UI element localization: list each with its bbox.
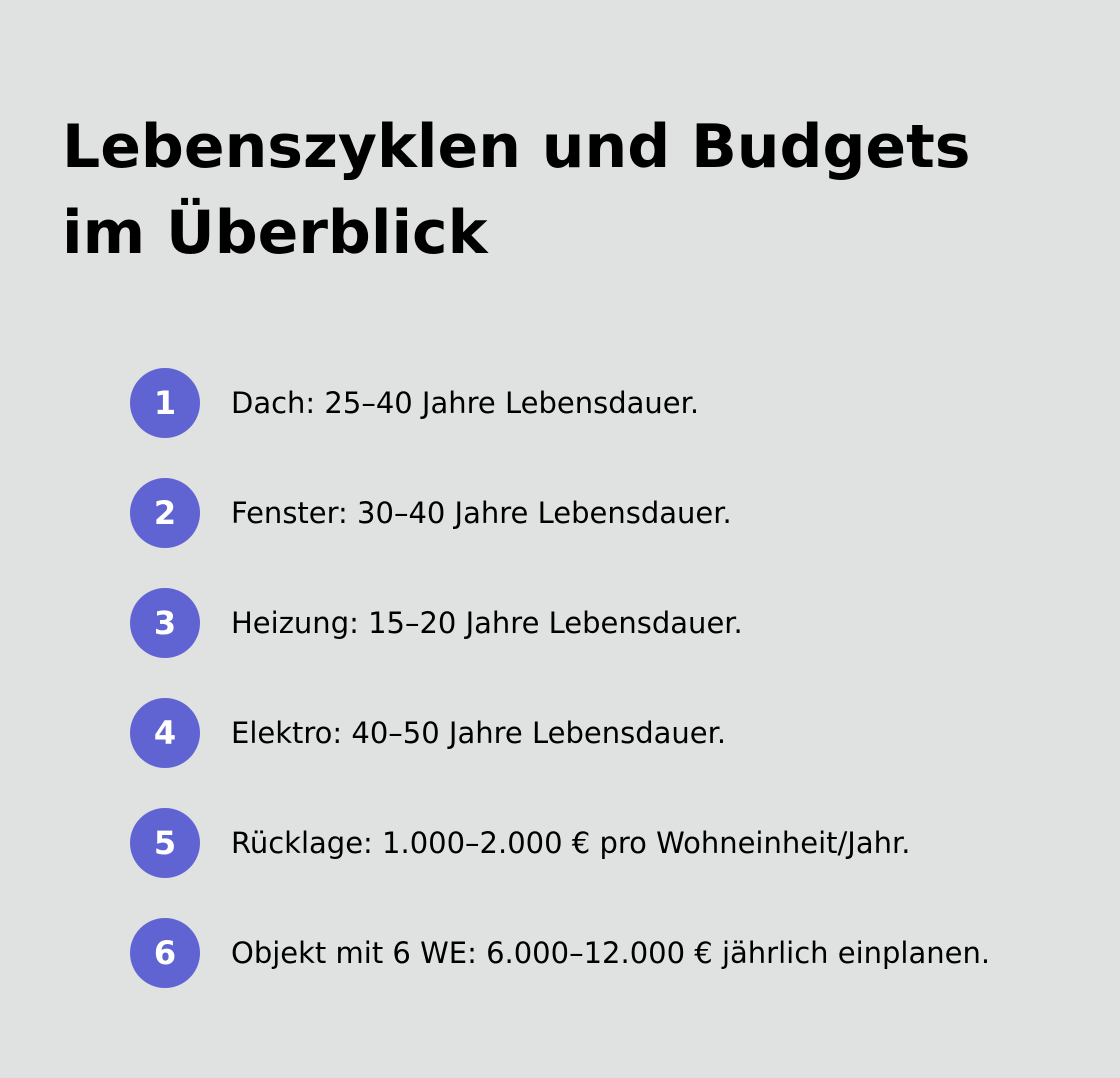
number-badge: 1 bbox=[130, 368, 200, 438]
title: Lebenszyklen und Budgets im Überblick bbox=[62, 112, 971, 268]
item-text: Dach: 25–40 Jahre Lebensdauer. bbox=[231, 386, 700, 420]
number-badge: 5 bbox=[130, 808, 200, 878]
number-badge: 6 bbox=[130, 918, 200, 988]
item-text: Rücklage: 1.000–2.000 € pro Wohneinheit/… bbox=[231, 826, 911, 860]
list-item: 5 Rücklage: 1.000–2.000 € pro Wohneinheit… bbox=[130, 808, 990, 878]
number-badge: 3 bbox=[130, 588, 200, 658]
number-badge: 4 bbox=[130, 698, 200, 768]
list-item: 4 Elektro: 40–50 Jahre Lebensdauer. bbox=[130, 698, 990, 768]
list-item: 1 Dach: 25–40 Jahre Lebensdauer. bbox=[130, 368, 990, 438]
item-list: 1 Dach: 25–40 Jahre Lebensdauer. 2 Fenster:… bbox=[130, 368, 990, 1028]
list-item: 2 Fenster: 30–40 Jahre Lebensdauer. bbox=[130, 478, 990, 548]
list-item: 3 Heizung: 15–20 Jahre Lebensdauer. bbox=[130, 588, 990, 658]
item-text: Fenster: 30–40 Jahre Lebensdauer. bbox=[231, 496, 732, 530]
list-item: 6 Objekt mit 6 WE: 6.000–12.000 € jährlic… bbox=[130, 918, 990, 988]
item-text: Elektro: 40–50 Jahre Lebensdauer. bbox=[231, 716, 727, 750]
item-text: Objekt mit 6 WE: 6.000–12.000 € jährlich… bbox=[231, 936, 991, 970]
item-text: Heizung: 15–20 Jahre Lebensdauer. bbox=[231, 606, 743, 640]
number-badge: 2 bbox=[130, 478, 200, 548]
